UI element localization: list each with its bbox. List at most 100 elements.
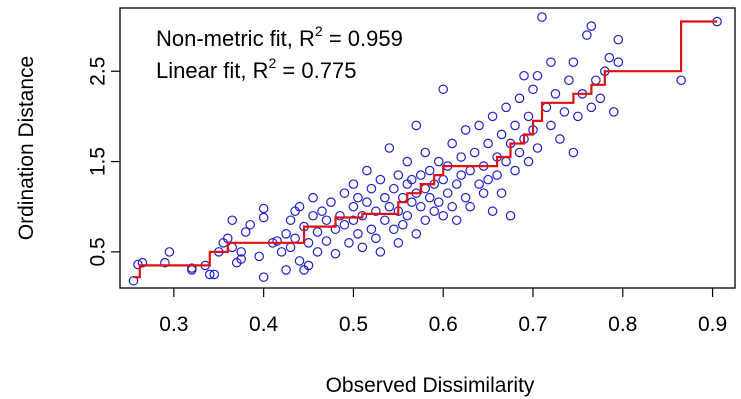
data-point — [357, 242, 368, 253]
data-point — [258, 203, 269, 214]
data-point — [406, 174, 417, 185]
data-point — [272, 236, 282, 246]
data-point — [514, 147, 525, 158]
y-tick-label: 2.5 — [87, 57, 110, 86]
data-point — [227, 215, 238, 226]
data-point — [496, 129, 507, 140]
data-point — [483, 174, 493, 185]
data-point — [371, 206, 381, 217]
data-point — [510, 165, 520, 176]
x-tick-label: 0.9 — [698, 313, 727, 336]
step-layer — [133, 20, 717, 279]
data-point — [501, 156, 511, 167]
data-point — [483, 138, 493, 149]
x-tick-label: 0.4 — [249, 313, 279, 336]
data-point — [335, 210, 345, 221]
data-point — [420, 147, 431, 158]
data-point — [281, 265, 291, 275]
data-point — [595, 93, 606, 104]
data-point — [294, 256, 305, 266]
data-point — [164, 247, 175, 257]
data-point — [312, 247, 323, 257]
data-point — [362, 165, 372, 176]
legend-prefix: Linear fit, R — [156, 58, 269, 83]
data-point — [290, 233, 300, 244]
data-point — [317, 206, 327, 217]
data-point — [398, 192, 408, 203]
y-tick-label: 1.5 — [87, 147, 110, 176]
data-point — [465, 201, 475, 212]
data-point — [389, 224, 399, 235]
data-point — [371, 233, 381, 244]
data-point — [487, 206, 498, 217]
data-point — [582, 30, 592, 40]
data-point — [321, 236, 332, 246]
data-point — [546, 57, 556, 67]
data-point — [380, 192, 390, 203]
data-point — [465, 165, 475, 176]
data-point — [137, 257, 148, 268]
data-point — [308, 210, 318, 221]
data-point — [469, 147, 480, 158]
data-point — [415, 201, 426, 212]
y-axis: 0.5 1.5 2.5 — [87, 57, 120, 266]
data-point — [321, 215, 332, 226]
data-point — [411, 120, 422, 131]
data-point — [339, 219, 350, 230]
data-point — [559, 107, 570, 117]
data-point — [415, 170, 426, 180]
x-tick-label: 0.8 — [608, 313, 637, 336]
data-point — [236, 247, 247, 257]
data-point — [348, 201, 359, 212]
data-point — [523, 111, 534, 122]
data-point — [285, 215, 296, 226]
data-point — [402, 210, 413, 221]
data-point — [487, 111, 498, 122]
non-metric-fit-step-line — [133, 20, 717, 279]
data-point — [442, 188, 453, 198]
data-point — [478, 188, 489, 198]
legend-value: = 0.775 — [276, 58, 356, 83]
data-point — [384, 201, 395, 212]
x-tick-label: 0.7 — [518, 313, 547, 336]
data-point — [492, 170, 502, 180]
data-point — [258, 212, 269, 223]
data-point — [474, 179, 484, 189]
data-point — [546, 120, 556, 131]
data-point — [402, 156, 413, 167]
data-point — [393, 170, 404, 180]
legend-entry: Non-metric fit, R2 = 0.959 — [156, 23, 403, 51]
data-point — [348, 215, 359, 226]
data-point — [348, 179, 359, 189]
data-point — [227, 242, 238, 253]
data-point — [496, 188, 507, 198]
data-point — [523, 156, 534, 167]
data-point — [447, 138, 457, 149]
data-point — [568, 57, 579, 67]
data-point — [294, 201, 305, 212]
data-point — [245, 219, 255, 230]
data-point — [353, 229, 363, 239]
data-point — [240, 227, 251, 237]
data-point — [357, 210, 368, 221]
data-point — [281, 229, 291, 239]
data-point — [285, 242, 296, 253]
data-point — [128, 275, 139, 286]
data-point — [514, 93, 525, 104]
y-axis-title: Ordination Distance — [15, 56, 38, 240]
data-point — [258, 272, 269, 282]
legend-superscript: 2 — [269, 55, 277, 71]
data-point — [366, 183, 377, 194]
data-point — [160, 257, 170, 268]
data-point — [393, 238, 404, 248]
data-point — [339, 188, 350, 198]
data-point — [366, 224, 377, 235]
data-point — [528, 84, 538, 95]
data-point — [398, 219, 408, 230]
data-point — [433, 197, 444, 207]
data-point — [384, 143, 395, 153]
data-point — [344, 238, 354, 248]
data-point — [438, 210, 449, 221]
